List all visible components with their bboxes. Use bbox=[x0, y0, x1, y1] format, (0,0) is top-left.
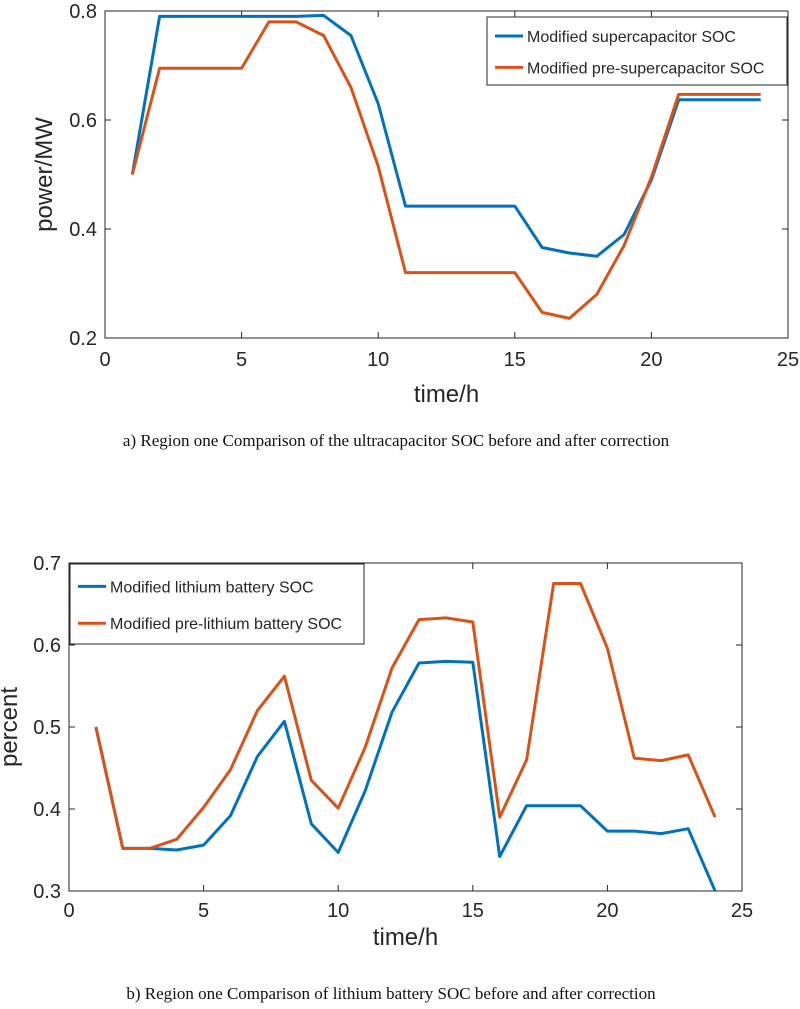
x-tick-label: 0 bbox=[99, 349, 110, 371]
legend-label-1: Modified supercapacitor SOC bbox=[527, 29, 736, 46]
x-axis-label: time/h bbox=[414, 381, 479, 408]
legend: Modified supercapacitor SOC Modified pre-… bbox=[486, 16, 788, 86]
series-line-2 bbox=[94, 582, 717, 850]
x-tick-label: 15 bbox=[462, 900, 484, 922]
legend: Modified lithium battery SOC Modified pre… bbox=[69, 563, 365, 645]
figure-caption: b) Region one Comparison of lithium batt… bbox=[126, 984, 656, 1003]
x-tick-label: 10 bbox=[367, 349, 389, 371]
y-tick-label: 0.6 bbox=[69, 110, 97, 132]
y-tick-label: 0.2 bbox=[69, 328, 97, 350]
legend-label-2: Modified pre-lithium battery SOC bbox=[110, 616, 342, 633]
chart-a: 0 5 10 15 20 25 0.2 0.4 0.6 0.8 time/h power/MW Modi… bbox=[31, 1, 799, 450]
x-tick-label: 25 bbox=[777, 349, 799, 371]
legend-box bbox=[69, 563, 365, 645]
y-axis-label: percent bbox=[0, 687, 23, 767]
y-tick-label: 0.7 bbox=[33, 553, 61, 575]
y-tick-label: 0.6 bbox=[33, 635, 61, 657]
figure-caption: a) Region one Comparison of the ultracap… bbox=[123, 431, 670, 450]
legend-label-2: Modified pre-supercapacitor SOC bbox=[527, 60, 764, 77]
x-axis-label: time/h bbox=[373, 924, 438, 951]
x-tick-label: 5 bbox=[198, 900, 209, 922]
x-tick-label: 15 bbox=[504, 349, 526, 371]
legend-box bbox=[486, 16, 788, 86]
legend-label-1: Modified lithium battery SOC bbox=[110, 579, 314, 596]
y-tick-label: 0.8 bbox=[69, 1, 97, 23]
x-tick-label: 5 bbox=[236, 349, 247, 371]
y-tick-label: 0.3 bbox=[33, 881, 61, 903]
y-axis-label: power/MW bbox=[31, 117, 58, 232]
x-tick-label: 25 bbox=[731, 900, 753, 922]
series-line-1 bbox=[94, 659, 717, 892]
x-tick-label: 20 bbox=[640, 349, 662, 371]
x-tick-label: 0 bbox=[63, 900, 74, 922]
x-tick-label: 20 bbox=[596, 900, 618, 922]
y-tick-label: 0.5 bbox=[33, 717, 61, 739]
x-tick-label: 10 bbox=[327, 900, 349, 922]
chart-b: 0 5 10 15 20 25 0.3 0.4 0.5 0.6 0.7 time/h percent Mo… bbox=[0, 553, 753, 1003]
y-tick-label: 0.4 bbox=[69, 219, 97, 241]
y-tick-label: 0.4 bbox=[33, 799, 61, 821]
series-line-2 bbox=[130, 20, 761, 320]
